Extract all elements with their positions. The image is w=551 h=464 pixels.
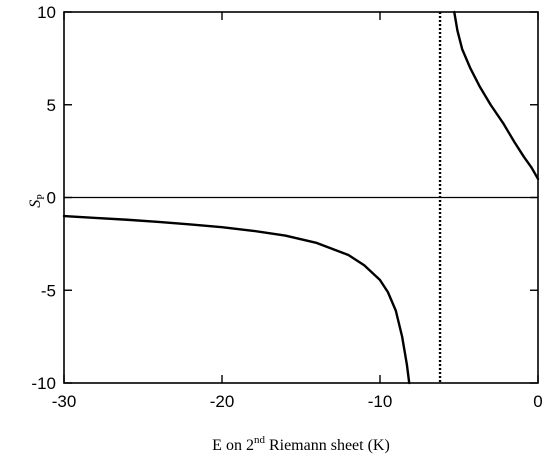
x-axis-label-suffix: Riemann sheet (K): [265, 437, 390, 454]
x-axis-label-prefix: E on 2: [212, 437, 254, 454]
y-axis-label: SP: [27, 194, 47, 208]
x-tick-label: -30: [52, 392, 77, 411]
y-axis-label-main: S: [27, 200, 44, 208]
y-axis-label-subscript: P: [36, 194, 47, 200]
reference-lines: [64, 12, 538, 383]
series-curve-2: [453, 10, 540, 181]
y-tick-label: -10: [31, 374, 56, 393]
series-layer: [62, 10, 540, 385]
y-tick-label: -5: [41, 281, 56, 300]
series-curve-1: [62, 214, 411, 385]
ticks: -30 -20 -10 0 -10 -5 0 5 10: [31, 3, 542, 411]
y-tick-label: 5: [47, 96, 56, 115]
x-tick-label: 0: [533, 392, 542, 411]
y-tick-label: 0: [47, 189, 56, 208]
x-tick-label: -20: [210, 392, 235, 411]
y-tick-label: 10: [37, 3, 56, 22]
x-axis-label-superscript: nd: [254, 434, 266, 446]
x-tick-label: -10: [368, 392, 393, 411]
x-axis-label: E on 2nd Riemann sheet (K): [212, 434, 390, 454]
